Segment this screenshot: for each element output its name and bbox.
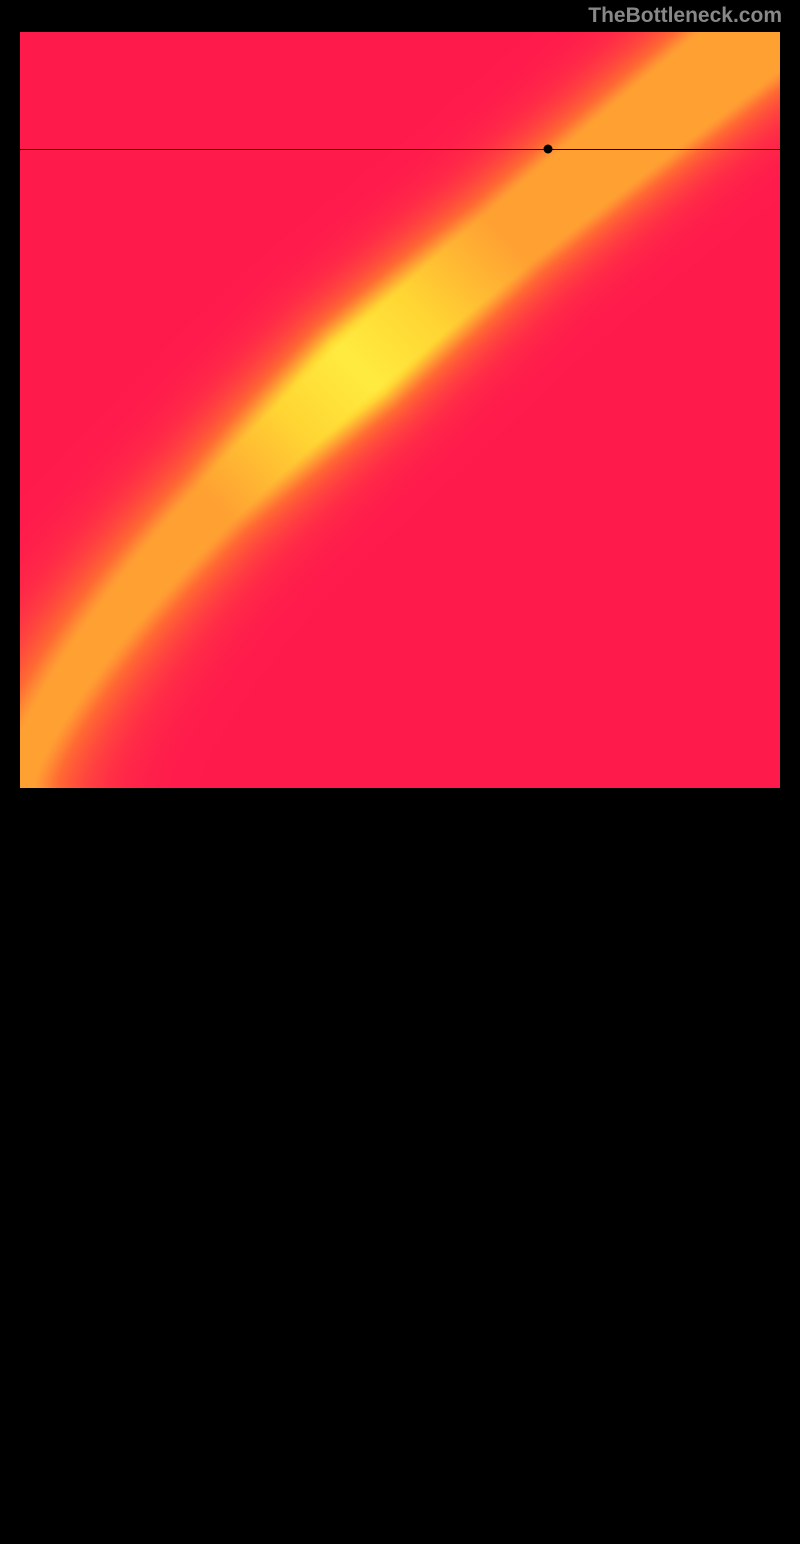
chart-container: TheBottleneck.com [0,0,800,800]
plot-area [20,32,780,788]
crosshair-marker [544,145,553,154]
crosshair-horizontal [20,149,780,150]
heatmap-canvas [20,32,780,788]
watermark-text: TheBottleneck.com [588,4,782,28]
crosshair-vertical [548,788,549,1544]
